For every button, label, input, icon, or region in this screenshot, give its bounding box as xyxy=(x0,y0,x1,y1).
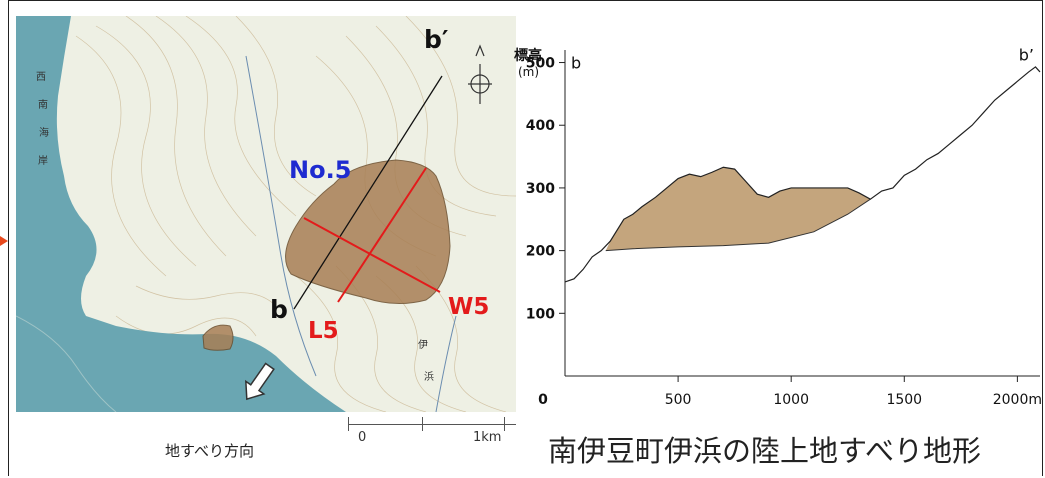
length-line-l5 xyxy=(337,167,427,303)
coast-text-2: 南 xyxy=(38,98,48,111)
elevation-profile-chart: 標高 (m) 100 200 300 400 500 500 1000 1500 2000m 0 b… xyxy=(514,46,1042,408)
x-tick-label-1500: 1500 xyxy=(886,392,922,408)
coast-text-1: 西 xyxy=(36,72,46,83)
width-line-w5 xyxy=(303,217,441,293)
profile-start-label: b xyxy=(571,54,581,73)
block-name-label: No.5 xyxy=(289,156,351,184)
direction-caption: 地すべり方向 xyxy=(165,442,254,460)
y-tick-label-300: 300 xyxy=(526,181,555,197)
landslide-body xyxy=(285,159,451,304)
landslide-body-area xyxy=(605,167,871,251)
landslide-base-line xyxy=(605,198,871,252)
origin-label: 0 xyxy=(538,392,548,408)
y-tick-label-500: 500 xyxy=(526,56,555,72)
ground-surface-line xyxy=(564,66,1041,283)
small-landslide-body xyxy=(202,324,234,351)
scale-tick-start xyxy=(348,417,349,431)
x-tick-label-500: 500 xyxy=(665,392,692,408)
topographic-map: 西 南 海 岸 伊 浜 No.5 b′ b L5 W5 xyxy=(16,16,516,412)
map-sea xyxy=(16,16,346,412)
scale-end-label: 1km xyxy=(473,430,502,445)
profile-end-label: b’ xyxy=(1019,46,1034,65)
coast-text-3: 海 xyxy=(39,126,49,139)
l5-label: L5 xyxy=(308,318,339,344)
y-tick-label-400: 400 xyxy=(526,118,555,134)
scale-tick-mid xyxy=(422,417,423,431)
w5-label: W5 xyxy=(448,294,489,320)
section-end-label: b′ xyxy=(424,25,449,54)
y-tick-label-200: 200 xyxy=(526,244,555,260)
section-start-label: b xyxy=(270,295,288,324)
y-tick-label-100: 100 xyxy=(526,306,555,322)
scale-bar xyxy=(348,424,516,425)
map-contours xyxy=(75,16,516,412)
town-text-1: 伊 xyxy=(418,339,428,351)
figure-frame xyxy=(8,0,1043,476)
x-tick-label-2000: 2000m xyxy=(993,392,1042,408)
profile-plot-area: 100 200 300 400 500 500 1000 1500 2000m 0 b b’ xyxy=(526,46,1042,408)
scale-zero-label: 0 xyxy=(358,430,367,445)
town-text-2: 浜 xyxy=(424,371,434,383)
chart-ylabel: 標高 xyxy=(514,47,542,64)
north-compass-icon xyxy=(468,44,492,104)
figure-title: 南伊豆町伊浜の陸上地すべり地形 xyxy=(548,434,981,468)
section-line-b-b xyxy=(293,75,443,310)
coast-text-4: 岸 xyxy=(38,155,48,167)
chart-yunit: (m) xyxy=(518,65,539,79)
scale-tick-end xyxy=(504,417,505,431)
slide-direction-arrow-icon xyxy=(245,362,275,401)
map-rivers xyxy=(245,55,457,412)
left-edge-arrow-icon xyxy=(0,236,8,246)
x-tick-label-1000: 1000 xyxy=(773,392,809,408)
